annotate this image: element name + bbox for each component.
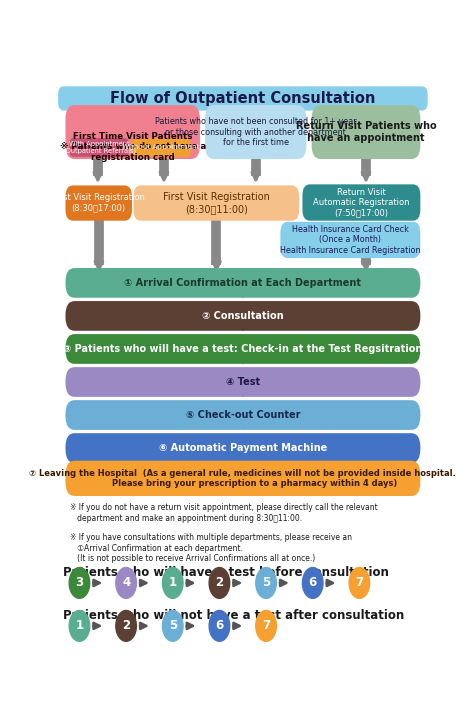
Text: 1: 1 [169, 576, 177, 589]
FancyBboxPatch shape [302, 184, 420, 221]
Circle shape [209, 611, 230, 641]
Text: 6: 6 [309, 576, 317, 589]
FancyBboxPatch shape [65, 367, 420, 397]
Text: ⑥ Automatic Payment Machine: ⑥ Automatic Payment Machine [159, 443, 327, 453]
Text: ② Consultation: ② Consultation [202, 311, 284, 321]
Text: ⑦ Leaving the Hospital  (As a general rule, medicines will not be provided insid: ⑦ Leaving the Hospital (As a general rul… [29, 468, 456, 488]
Text: Patients who will have a test before consultation: Patients who will have a test before con… [63, 566, 389, 579]
Text: 3: 3 [75, 576, 83, 589]
Text: 6: 6 [215, 619, 224, 632]
Text: First Visit Registration
(8:30～17:00): First Visit Registration (8:30～17:00) [53, 193, 145, 213]
FancyBboxPatch shape [65, 185, 132, 221]
Text: First Visit Registration
(8:30～11:00): First Visit Registration (8:30～11:00) [163, 192, 270, 214]
FancyBboxPatch shape [58, 87, 428, 111]
Text: ⑤ Check-out Counter: ⑤ Check-out Counter [186, 410, 300, 420]
Circle shape [349, 568, 370, 598]
Circle shape [163, 568, 183, 598]
Text: ③ Patients who will have a test: Check-in at the Test Regsitration: ③ Patients who will have a test: Check-i… [63, 344, 423, 354]
Text: 5: 5 [169, 619, 177, 632]
Circle shape [209, 568, 230, 598]
Text: 7: 7 [262, 619, 270, 632]
FancyBboxPatch shape [281, 222, 420, 258]
Circle shape [69, 568, 90, 598]
FancyBboxPatch shape [65, 400, 420, 430]
FancyBboxPatch shape [65, 460, 420, 496]
Circle shape [163, 611, 183, 641]
Text: 7: 7 [356, 576, 364, 589]
Text: 1: 1 [75, 619, 83, 632]
Circle shape [116, 568, 137, 598]
FancyBboxPatch shape [65, 268, 420, 297]
Circle shape [302, 568, 323, 598]
FancyBboxPatch shape [69, 138, 129, 157]
Circle shape [116, 611, 137, 641]
FancyBboxPatch shape [131, 138, 191, 157]
FancyBboxPatch shape [65, 105, 200, 159]
FancyBboxPatch shape [65, 334, 420, 364]
FancyBboxPatch shape [134, 185, 299, 221]
FancyBboxPatch shape [65, 433, 420, 463]
Text: ① Arrival Confirmation at Each Department: ① Arrival Confirmation at Each Departmen… [124, 278, 361, 288]
Text: 2: 2 [215, 576, 223, 589]
Text: Flow of Outpatient Consultation: Flow of Outpatient Consultation [110, 91, 375, 106]
Text: 4: 4 [122, 576, 130, 589]
Text: Patients who have not been consulted for 1+ year
or those consulting with anothe: Patients who have not been consulted for… [155, 117, 356, 147]
Text: First Time Visit Patients
※ Patients who do not have a
registration card: First Time Visit Patients ※ Patients who… [60, 132, 206, 162]
Text: Return Visit Patients who
have an appointment: Return Visit Patients who have an appoin… [296, 122, 436, 143]
Text: Without Appointment: Without Appointment [122, 144, 200, 150]
Circle shape [256, 568, 276, 598]
Circle shape [256, 611, 276, 641]
Text: Return Visit
Automatic Registration
(7:50～17:00): Return Visit Automatic Registration (7:5… [313, 187, 410, 217]
FancyBboxPatch shape [205, 105, 307, 159]
Text: Health Insurance Card Check
(Once a Month)
Health Insurance Card Registration: Health Insurance Card Check (Once a Mont… [280, 225, 420, 255]
Text: ※ If you do not have a return visit appointment, please directly call the releva: ※ If you do not have a return visit appo… [70, 503, 378, 523]
FancyBboxPatch shape [311, 105, 420, 159]
Text: 5: 5 [262, 576, 270, 589]
Text: Patients who will not have a test after consultation: Patients who will not have a test after … [63, 609, 404, 622]
Text: ④ Test: ④ Test [226, 377, 260, 387]
Text: ※ If you have consultations with multiple departments, please receive an
   ①Arr: ※ If you have consultations with multipl… [70, 533, 352, 563]
FancyBboxPatch shape [65, 301, 420, 331]
Text: With Appointment
(Outpatient Referrals): With Appointment (Outpatient Referrals) [63, 141, 136, 154]
Circle shape [69, 611, 90, 641]
Text: 2: 2 [122, 619, 130, 632]
